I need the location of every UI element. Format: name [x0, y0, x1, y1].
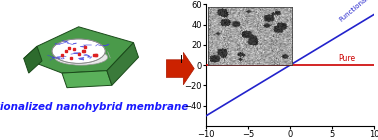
- FancyArrow shape: [166, 52, 194, 85]
- Polygon shape: [24, 46, 42, 73]
- Text: Pure: Pure: [339, 54, 356, 63]
- Ellipse shape: [52, 39, 105, 63]
- Polygon shape: [62, 71, 112, 88]
- Polygon shape: [24, 27, 133, 73]
- Y-axis label: I: I: [180, 55, 183, 65]
- Text: Functionalized nanohybrid membrane: Functionalized nanohybrid membrane: [0, 102, 189, 112]
- Polygon shape: [107, 43, 138, 85]
- Text: Functionalized: Functionalized: [338, 0, 378, 23]
- Ellipse shape: [54, 49, 108, 65]
